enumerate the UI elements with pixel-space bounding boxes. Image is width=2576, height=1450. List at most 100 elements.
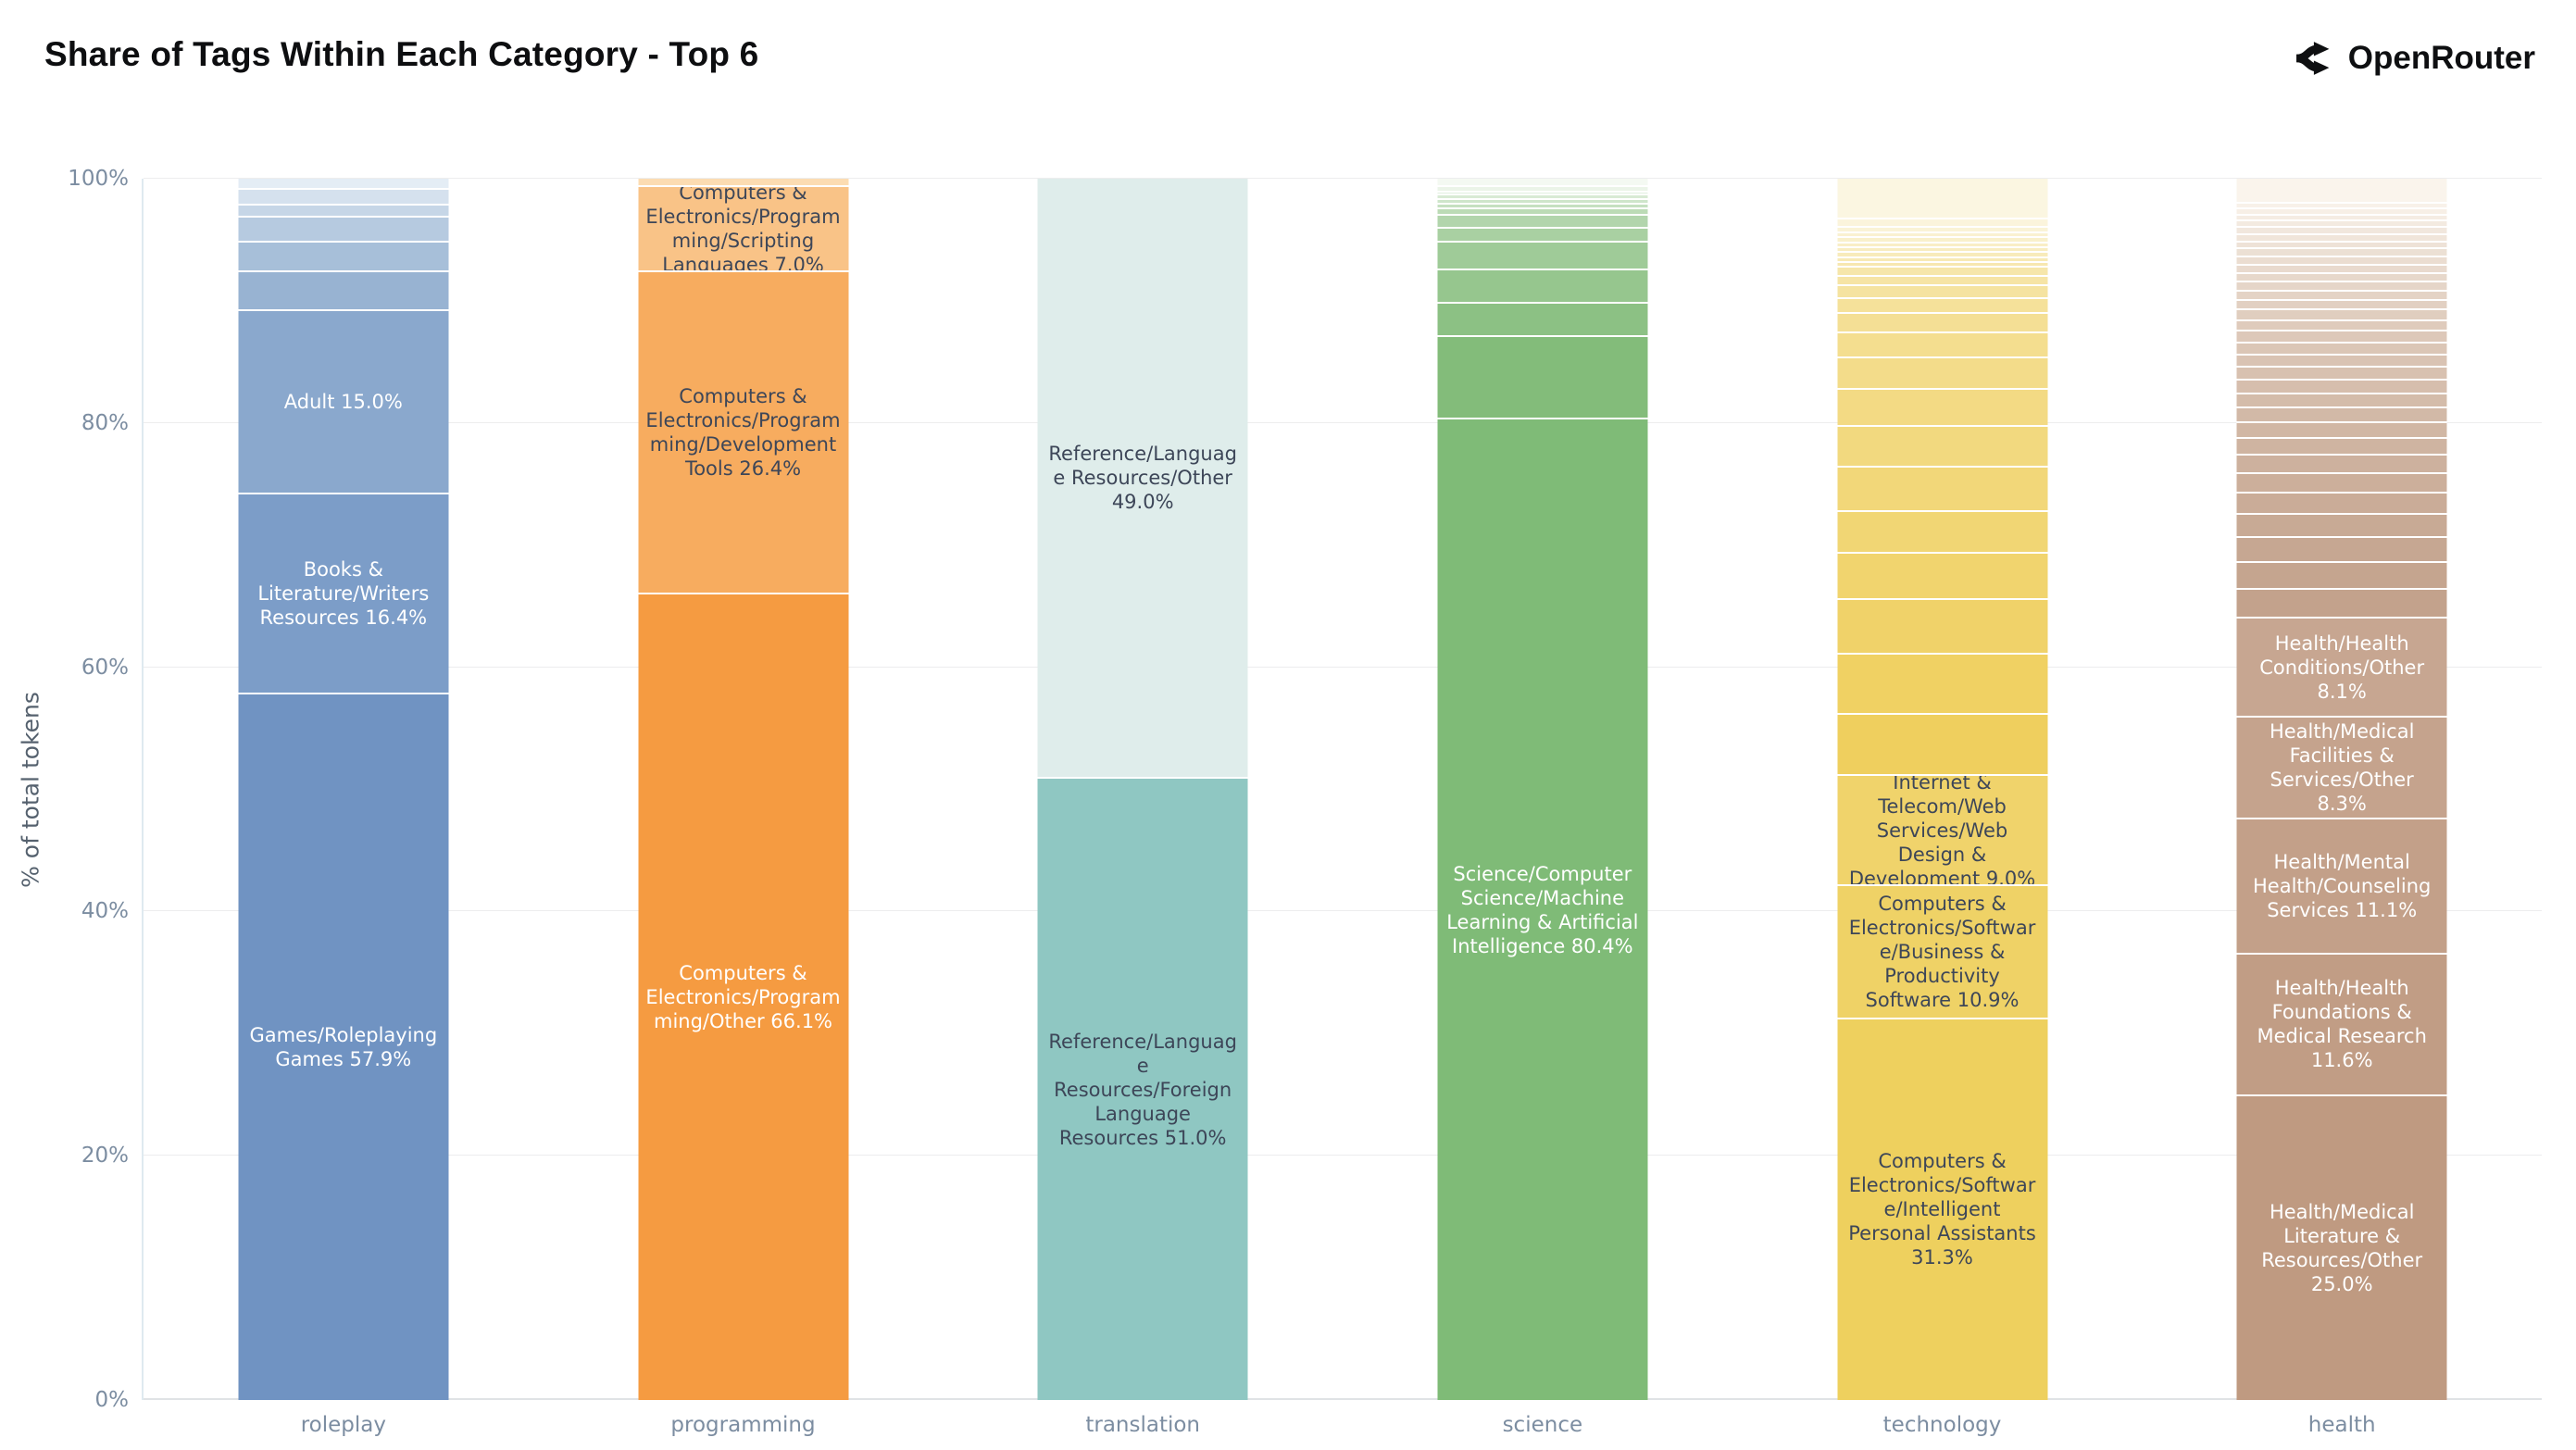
bar-segment [2236,226,2447,233]
bar-segment [2236,289,2447,299]
bar-segment-label: Computers & Electronics/Programming/Othe… [645,962,841,1033]
y-tick-label: 60% [81,655,129,680]
bar-column-translation: Reference/Language Resources/Other 49.0%… [943,179,1343,1437]
bar-segment: Computers & Electronics/Programming/Deve… [638,269,848,594]
bar-segment [238,269,449,310]
gridline [144,1155,2542,1156]
bar-segment [1437,184,1648,192]
bar-segment [238,179,449,188]
bar-segment: Health/Medical Facilities & Services/Oth… [2236,716,2447,818]
bar-segment [2236,561,2447,589]
bar-segment [2236,179,2447,203]
bar-segment [2236,454,2447,472]
bar-segment [1837,275,2048,284]
bar-segment-label: Computers & Electronics/Software/Intelli… [1848,1150,2036,1269]
y-tick-label: 40% [81,899,129,924]
bar-segment [1437,191,1648,194]
bar-segment [2236,240,2447,248]
stacked-bar-programming: Computers & Electronics/Programming/Scri… [638,179,848,1400]
bar-segment-label: Reference/Language Resources/Other 49.0% [1048,443,1237,514]
bar-segment [238,187,449,205]
bar-segment [238,241,449,270]
bar-segment [1437,198,1648,203]
bar-segment [1837,226,2048,231]
bar-segment [638,179,848,185]
bar-segment [2236,341,2447,355]
bar-segment [1837,356,2048,389]
stacked-bar-science: Science/Computer Science/Machine Learnin… [1437,179,1648,1400]
bar-segment [2236,206,2447,214]
bar-segment [1837,551,2048,598]
bar-segment [1837,311,2048,332]
bar-segment [2236,298,2447,309]
y-tick-label: 0% [94,1388,130,1412]
bar-segment [1837,246,2048,252]
bar-segment: Science/Computer Science/Machine Learnin… [1437,418,1648,1400]
bar-segment-label: Computers & Electronics/Programming/Scri… [645,184,841,270]
y-tick-label: 20% [81,1144,129,1169]
stacked-bar-roleplay: Adult 15.0% Books & Literature/Writers Re… [238,179,449,1400]
bar-segment: Health/Health Conditions/Other 8.1% [2236,617,2447,717]
gridline [144,1398,2542,1400]
brand-name: OpenRouter [2347,40,2535,76]
bar-segment [2236,319,2447,331]
bar-segment [2236,247,2447,256]
bar-column-roleplay: Adult 15.0% Books & Literature/Writers Re… [144,179,544,1437]
gridline [144,421,2542,423]
bar-segment: Adult 15.0% [238,309,449,493]
bar-segment [238,215,449,242]
bar-segment-label: Internet & Telecom/Web Services/Web Desi… [1848,774,2036,885]
bar-segment [2236,232,2447,241]
y-axis-spine [142,179,144,1400]
y-tick-label: 100% [68,167,129,191]
gridline [144,666,2542,668]
bar-segment [1837,251,2048,256]
category-label-technology: technology [1882,1413,2002,1437]
bar-segment [1837,466,2048,510]
bar-segment [1437,268,1648,302]
bar-segment [2236,354,2447,367]
bar-segment [1437,179,1648,185]
bar-segment [1837,296,2048,312]
bar-segment [1837,597,2048,654]
bar-segment [1837,218,2048,227]
bar-segment: Computers & Electronics/Programming/Scri… [638,184,848,270]
bar-segment [1837,256,2048,261]
bar-segment: Health/Mental Health/Counseling Services… [2236,817,2447,953]
bar-segment [2236,588,2447,618]
bar-segment [1837,388,2048,425]
bar-segment: Games/Roleplaying Games 57.9% [238,693,449,1400]
bar-segment: Reference/Language Resources/Other 49.0% [1037,179,1248,778]
bar-segment: Computers & Electronics/Software/Busines… [1837,884,2048,1018]
bar-segment [2236,213,2447,220]
bar-segment [2236,366,2447,380]
bar-segment [1437,213,1648,228]
bar-segment [1837,231,2048,236]
bar-segment-label: Reference/Language Resources/Foreign Lan… [1048,1030,1237,1149]
bar-segment [1437,335,1648,419]
bar-column-technology: Internet & Telecom/Web Services/Web Desi… [1743,179,2143,1437]
bar-segment [2236,472,2447,493]
bar-segment-label: Health/Health Conditions/Other 8.1% [2259,631,2425,703]
bar-segment [1837,266,2048,276]
bar-segment [1837,653,2048,713]
openrouter-logo-icon [2291,37,2333,80]
bar-segment [2236,308,2447,319]
bar-segment [1837,179,2048,219]
category-label-roleplay: roleplay [300,1413,386,1437]
bars-container: Adult 15.0% Books & Literature/Writers Re… [144,179,2542,1437]
bar-segment: Internet & Telecom/Web Services/Web Desi… [1837,774,2048,885]
bar-segment [2236,492,2447,514]
page-title: Share of Tags Within Each Category - Top… [44,35,759,73]
bar-segment-label: Computers & Electronics/Software/Busines… [1848,892,2036,1012]
bar-segment [2236,406,2447,421]
bar-segment [1837,260,2048,267]
category-label-science: science [1502,1413,1583,1437]
bar-segment [1837,283,2048,297]
stacked-bar-technology: Internet & Telecom/Web Services/Web Desi… [1837,179,2048,1400]
bar-segment [1837,241,2048,247]
category-label-health: health [2307,1413,2376,1437]
gridline [144,178,2542,179]
bar-segment: Computers & Electronics/Software/Intelli… [1837,1017,2048,1400]
bar-segment [2236,330,2447,342]
